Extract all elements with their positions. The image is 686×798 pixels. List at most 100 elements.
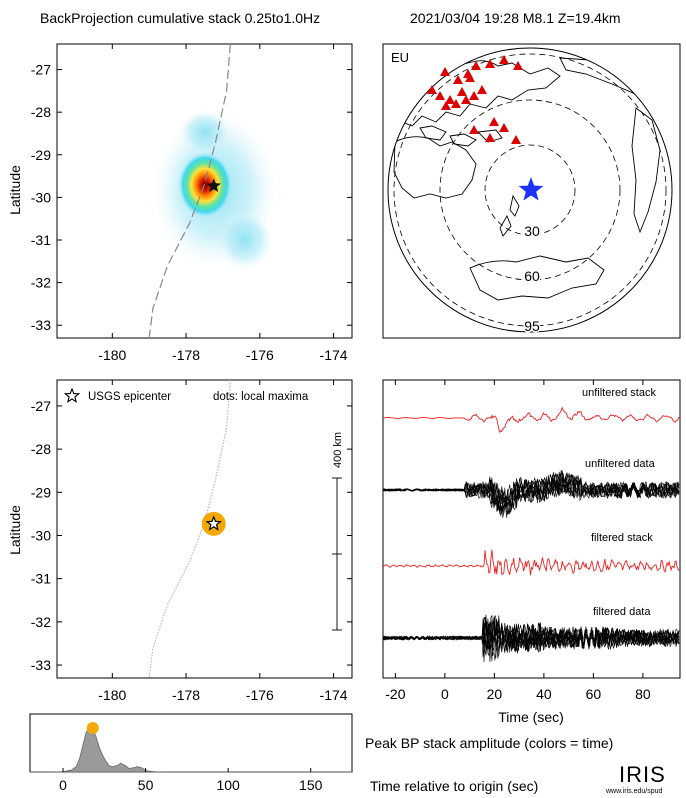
- station-triangle: [465, 73, 475, 82]
- series-label-unfiltered-stack: unfiltered stack: [582, 387, 656, 399]
- filtered-data-trace: [382, 614, 680, 663]
- amplitude-xlabel: Time relative to origin (sec): [370, 778, 538, 794]
- legend-epicenter-label: USGS epicenter: [88, 391, 171, 403]
- map-top-ytick-label: -30: [31, 189, 51, 205]
- local-maxima-note: dots: local maxima: [213, 391, 309, 403]
- scale-bar-label: 400 km: [332, 432, 344, 468]
- coastline-southamerica: [631, 107, 661, 234]
- map-bottom-xtick-label: -178: [172, 687, 200, 703]
- distance-ring-60: [439, 99, 621, 281]
- map-bottom-ytick-label: -33: [31, 657, 51, 673]
- map-bottom-ytick-label: -28: [31, 441, 51, 457]
- distance-ring-95: [393, 53, 667, 327]
- station-triangle: [471, 61, 481, 70]
- trace-filtered-data: [382, 614, 680, 663]
- map-bottom-ytick-label: -32: [31, 614, 51, 630]
- filtered-data-trace: [382, 616, 680, 662]
- iris-url: www.iris.edu/spud: [605, 788, 663, 795]
- amplitude-area: [30, 727, 352, 773]
- station-triangle: [445, 95, 455, 104]
- station-triangle: [453, 75, 463, 84]
- station-triangle: [477, 85, 487, 94]
- plate-boundary: [148, 44, 231, 338]
- iris-logo-text: IRIS: [619, 762, 666, 787]
- trace-unfiltered-data: [382, 470, 680, 518]
- station-map: EU 30 60 95: [382, 43, 681, 339]
- traces-xlabel: Time (sec): [498, 709, 564, 725]
- amplitude-xtick-label: 100: [216, 777, 240, 793]
- traces-xtick-label: 20: [487, 686, 503, 702]
- epicenter-star-bottom: [205, 515, 223, 531]
- station-triangle: [435, 91, 445, 100]
- ring-label-95: 95: [524, 318, 540, 334]
- energy-halo-north: [179, 110, 231, 154]
- station-triangle: [451, 99, 461, 108]
- maxima-map: -180 -178 -176 -174 -27 -28 -29 -30 -31 -32 -33 La…: [7, 379, 353, 703]
- traces-xtick-label: 80: [635, 686, 651, 702]
- station-triangle: [469, 91, 479, 100]
- traces-panel: unfiltered stack unfiltered data filtere…: [382, 379, 681, 725]
- series-label-filtered-data: filtered data: [593, 606, 651, 618]
- plate-boundary-bottom: [148, 380, 231, 678]
- station-network-label: EU: [391, 50, 409, 65]
- station-triangle: [499, 55, 509, 64]
- station-triangle: [469, 125, 479, 134]
- map-bottom-ytick-label: -30: [31, 527, 51, 543]
- amplitude-panel: 0 50 100 150 Peak BP stack amplitude (color…: [29, 713, 613, 794]
- map-top-ytick-label: -33: [31, 317, 51, 333]
- trace-filtered-stack: [382, 549, 680, 576]
- traces-axes: -20 0 20 40 60 80: [385, 380, 651, 702]
- amplitude-axes: 0 50 100 150: [59, 768, 323, 793]
- series-label-filtered-stack: filtered stack: [591, 532, 653, 544]
- map-top-ytick-label: -27: [31, 62, 51, 78]
- series-label-unfiltered-data: unfiltered data: [585, 458, 656, 470]
- station-triangle: [489, 117, 499, 126]
- traces-xtick-label: 0: [441, 686, 449, 702]
- ring-label-30: 30: [524, 223, 540, 239]
- amplitude-xtick-label: 0: [59, 777, 67, 793]
- station-triangle: [499, 123, 509, 132]
- amplitude-xtick-label: 50: [138, 777, 154, 793]
- map-bottom-ytick-label: -27: [31, 398, 51, 414]
- globe-outline: [387, 47, 673, 333]
- ring-label-60: 60: [524, 268, 540, 284]
- station-markers: [427, 55, 523, 144]
- map-top-ytick-label: -28: [31, 104, 51, 120]
- station-triangle: [461, 95, 471, 104]
- map-top-xtick-label: -180: [98, 347, 126, 363]
- map-bottom-xtick-label: -180: [98, 687, 126, 703]
- coastline-newzealand: [499, 194, 520, 237]
- station-triangle: [440, 67, 450, 76]
- station-triangle: [485, 133, 495, 142]
- amplitude-peak-dot: [86, 722, 99, 734]
- trace-unfiltered-stack: [382, 406, 680, 434]
- traces-xtick-label: -20: [385, 686, 405, 702]
- scale-bar: [332, 477, 342, 631]
- station-triangle: [441, 101, 451, 110]
- map-top-ytick-label: -29: [31, 147, 51, 163]
- map-top-xtick-label: -176: [246, 347, 274, 363]
- amplitude-title: Peak BP stack amplitude (colors = time): [365, 735, 613, 751]
- legend-star-icon: [63, 387, 81, 403]
- station-triangle: [513, 61, 523, 70]
- map-top-axes: -180 -178 -176 -174 -27 -28 -29 -30 -31 -32 -33: [31, 44, 352, 363]
- map-top-xtick-label: -178: [172, 347, 200, 363]
- traces-xtick-label: 40: [536, 686, 552, 702]
- map-bottom-ytick-label: -31: [31, 571, 51, 587]
- coastline-antarctica: [469, 255, 605, 301]
- distance-ring-30: [484, 144, 576, 236]
- amplitude-xtick-label: 150: [299, 777, 323, 793]
- unfiltered-data-trace: [382, 471, 680, 514]
- map-top-ytick-label: -31: [31, 232, 51, 248]
- traces-xtick-label: 60: [586, 686, 602, 702]
- ylabel-bottom: Latitude: [7, 505, 23, 555]
- energy-halo-lobe: [217, 210, 273, 270]
- backprojection-map: -180 -178 -176 -174 -27 -28 -29 -30 -31 -32 -33 La…: [7, 43, 353, 363]
- station-triangle: [485, 59, 495, 68]
- map-top-xtick-label: -174: [320, 347, 348, 363]
- ylabel-top: Latitude: [7, 165, 23, 215]
- map-bottom-axes: -180 -178 -176 -174 -27 -28 -29 -30 -31 -32 -33: [31, 380, 352, 703]
- epicenter-star-top: [206, 178, 222, 193]
- epicenter-star-globe: [518, 177, 544, 201]
